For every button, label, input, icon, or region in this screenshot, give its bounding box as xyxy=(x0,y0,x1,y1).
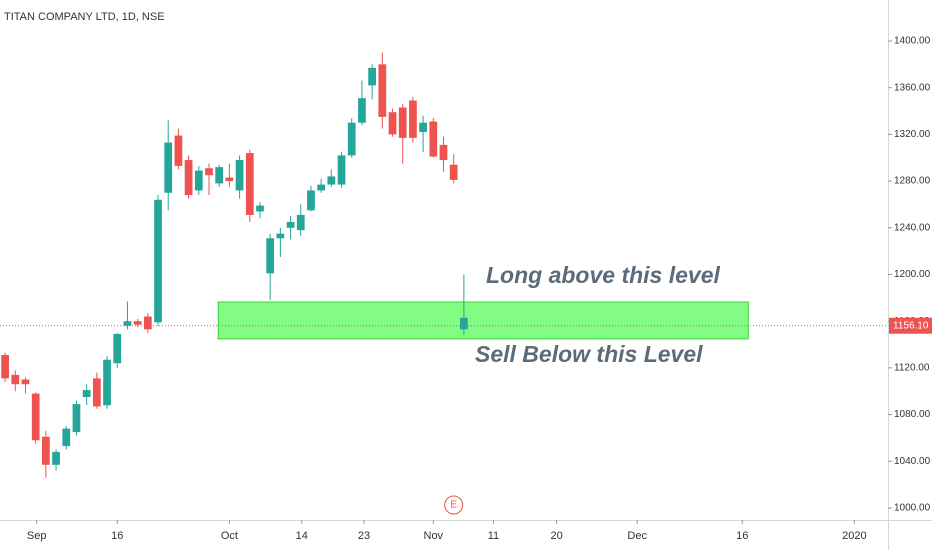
candle-body xyxy=(388,112,397,135)
candle-body xyxy=(419,122,427,133)
candle-body xyxy=(31,393,40,441)
candle-body xyxy=(245,153,254,215)
candle-body xyxy=(378,64,387,117)
earnings-label: E xyxy=(450,500,457,511)
y-tick-label: 1240.00 xyxy=(894,222,931,233)
candle-body xyxy=(429,121,438,157)
candle-body xyxy=(215,167,224,184)
x-tick-label: 23 xyxy=(358,530,370,542)
x-tick-label: Dec xyxy=(627,530,647,542)
candle-body xyxy=(133,321,142,325)
candle-body xyxy=(398,107,407,138)
candle-body xyxy=(296,214,305,231)
x-tick-label: 20 xyxy=(551,530,563,542)
last-price-label: 1156.10 xyxy=(893,320,929,331)
candle-body xyxy=(358,98,366,123)
candle-body xyxy=(307,190,315,211)
candle-body xyxy=(82,390,91,398)
candle-body xyxy=(205,168,213,176)
candle-body xyxy=(92,378,101,407)
x-tick-label: 16 xyxy=(111,530,123,542)
candle-body xyxy=(1,355,9,379)
candle-body xyxy=(337,155,346,185)
candle-body xyxy=(143,316,152,330)
x-tick-label: 14 xyxy=(296,530,308,542)
candle-body xyxy=(276,233,285,239)
annotation: Sell Below this Level xyxy=(475,341,703,367)
x-tick-label: Oct xyxy=(221,530,238,542)
candle-body xyxy=(164,142,173,193)
candle-body xyxy=(449,164,458,180)
candle-body xyxy=(439,144,448,161)
candle-body xyxy=(225,177,234,182)
candle-body xyxy=(174,135,183,166)
y-tick-label: 1120.00 xyxy=(894,363,930,374)
level-zone xyxy=(217,301,749,340)
candle-body xyxy=(62,428,71,447)
candle-body xyxy=(103,359,111,406)
candle-body xyxy=(327,176,336,185)
candle-body xyxy=(256,205,264,212)
candle-body xyxy=(52,451,60,465)
y-tick-label: 1360.00 xyxy=(894,82,931,93)
candle-body xyxy=(154,199,162,323)
x-tick-label: Nov xyxy=(424,530,444,542)
y-tick-label: 1400.00 xyxy=(894,36,931,47)
candle-body xyxy=(317,184,326,191)
last-price-box xyxy=(889,317,932,334)
y-tick-label: 1040.00 xyxy=(894,456,931,467)
candle-body xyxy=(286,221,295,228)
candle-body xyxy=(21,379,30,385)
x-tick-label: 16 xyxy=(736,530,748,542)
candle-body xyxy=(235,160,244,191)
chart-title: TITAN COMPANY LTD, 1D, NSE xyxy=(4,11,165,23)
candle-body xyxy=(409,100,417,138)
candle-body xyxy=(72,404,81,433)
x-tick-label: 11 xyxy=(488,530,499,542)
candle-body xyxy=(184,160,193,196)
candle-body xyxy=(42,436,50,465)
candle-body xyxy=(368,67,376,86)
earnings-marker xyxy=(444,495,464,515)
y-tick-label: 1200.00 xyxy=(894,269,931,280)
candle-body xyxy=(266,238,275,274)
annotation: Long above this level xyxy=(486,262,720,288)
candle-body xyxy=(11,374,20,385)
y-tick-label: 1320.00 xyxy=(894,129,931,140)
candle-body xyxy=(347,122,356,156)
y-tick-label: 1000.00 xyxy=(894,503,931,514)
y-tick-label: 1280.00 xyxy=(894,176,931,187)
candle-body xyxy=(460,317,468,330)
candle-body xyxy=(194,170,203,191)
candle-body xyxy=(123,321,132,326)
candle-body xyxy=(113,334,122,364)
x-tick-label: Sep xyxy=(27,530,47,542)
x-tick-label: 2020 xyxy=(842,530,866,542)
y-tick-label: 1080.00 xyxy=(894,409,931,420)
